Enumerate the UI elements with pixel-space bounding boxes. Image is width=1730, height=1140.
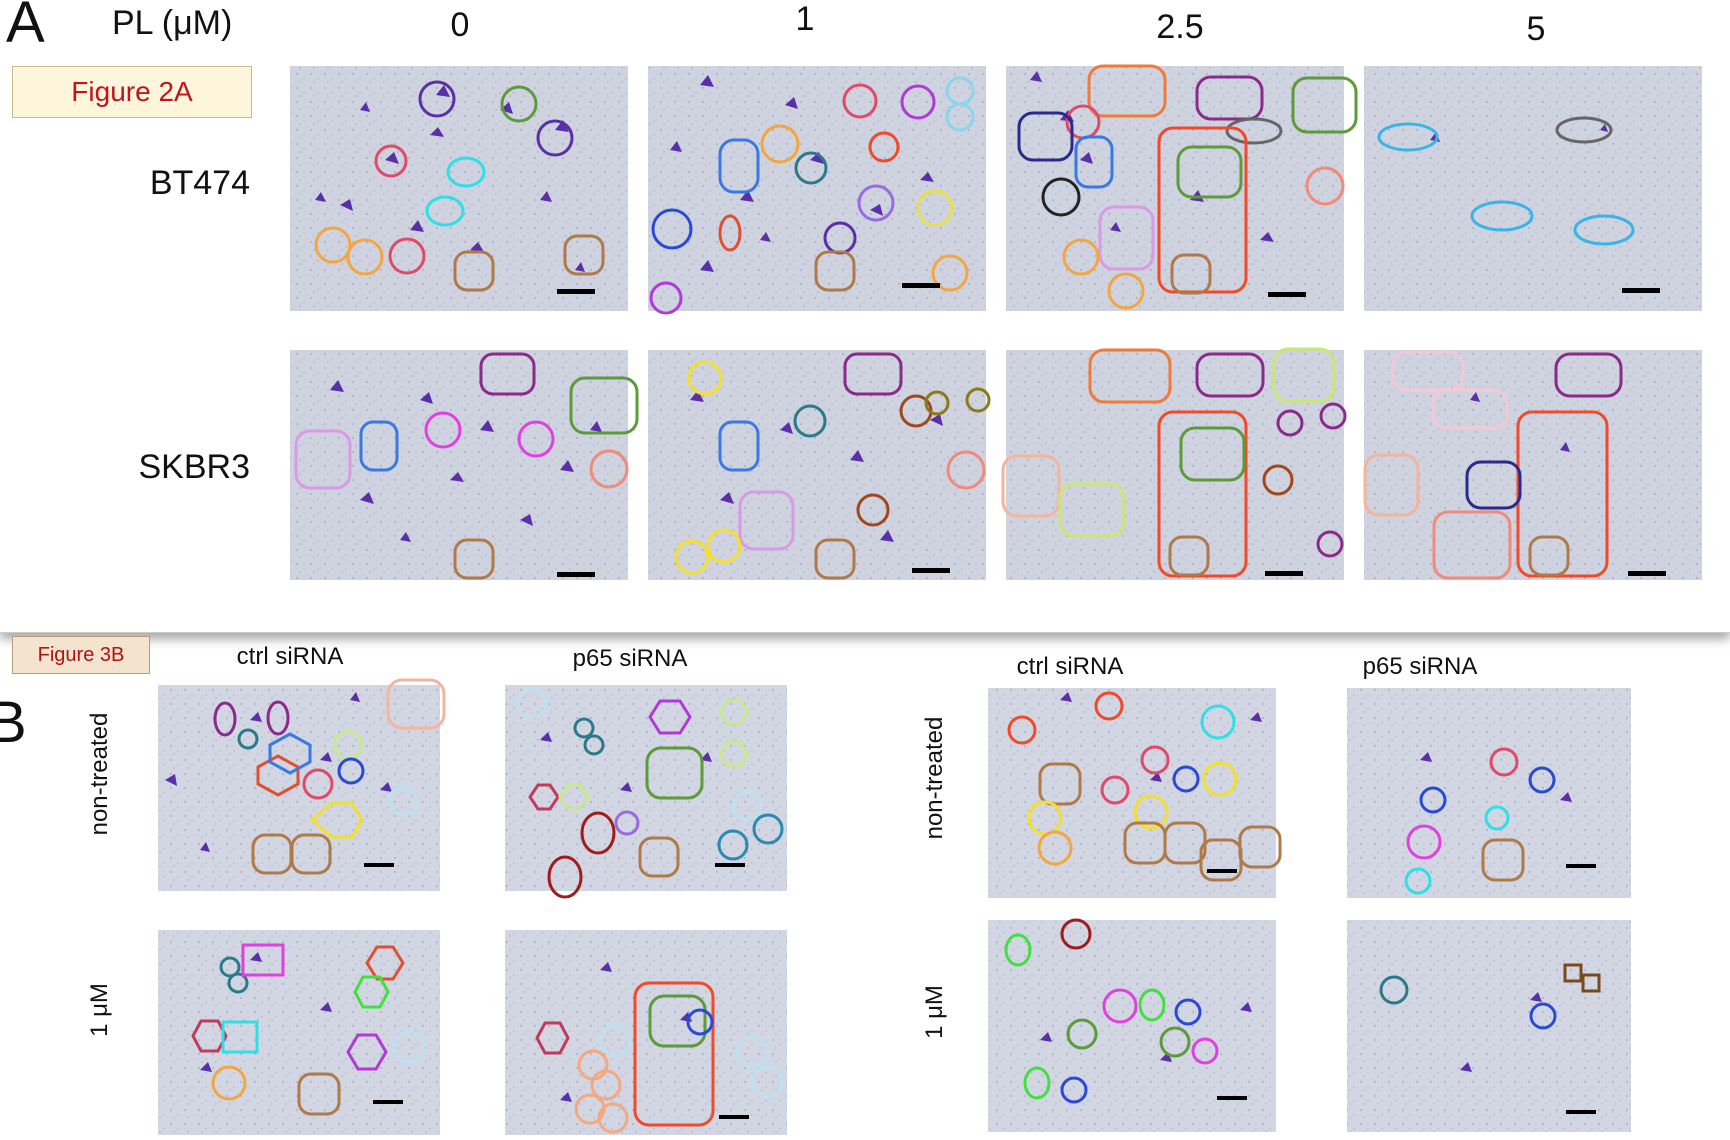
micrograph-b-right-ctrl-1um [988, 918, 1276, 1132]
row-label-bt474: BT474 [149, 164, 250, 202]
left-col-header-p65-sirna: p65 siRNA [572, 645, 688, 672]
panel-letter-b: B [0, 690, 27, 755]
column-header-1: 1 [795, 0, 815, 38]
micrograph-skbr3-1 [648, 350, 991, 580]
micrograph-bt474-1 [648, 66, 986, 315]
micrograph-bt474-2-5 [1006, 64, 1358, 311]
micrograph-b-right-ctrl-nontreated [988, 688, 1282, 898]
right-col-header-p65-sirna: p65 siRNA [1362, 653, 1478, 680]
column-header-2-5: 2.5 [1156, 8, 1204, 46]
concentration-label: PL (μM) [112, 4, 233, 42]
micrograph-b-left-p65-nontreated [505, 685, 787, 899]
micrograph-skbr3-5 [1363, 350, 1702, 580]
micrograph-skbr3-0 [290, 350, 639, 580]
column-header-0: 0 [450, 6, 470, 44]
micrograph-b-left-ctrl-1um [158, 930, 440, 1135]
left-col-header-ctrl-sirna: ctrl siRNA [236, 643, 344, 670]
right-col-header-ctrl-sirna: ctrl siRNA [1016, 653, 1124, 680]
micrograph-b-left-ctrl-nontreated [158, 678, 446, 891]
panel-a-micrographs [290, 64, 1702, 580]
column-header-5: 5 [1526, 10, 1546, 48]
panel-letter-a: A [6, 0, 45, 55]
micrograph-b-left-p65-1um [505, 930, 787, 1135]
micrograph-skbr3-2-5 [1001, 347, 1347, 580]
figure-3b-tag: Figure 3B [12, 636, 150, 674]
micrograph-bt474-0 [290, 66, 628, 311]
figure-2a-tag: Figure 2A [12, 66, 252, 118]
micrograph-b-right-p65-1um [1347, 920, 1631, 1132]
row-label-skbr3: SKBR3 [138, 448, 251, 486]
micrograph-bt474-5 [1364, 66, 1702, 311]
micrograph-b-right-p65-nontreated [1347, 688, 1631, 898]
